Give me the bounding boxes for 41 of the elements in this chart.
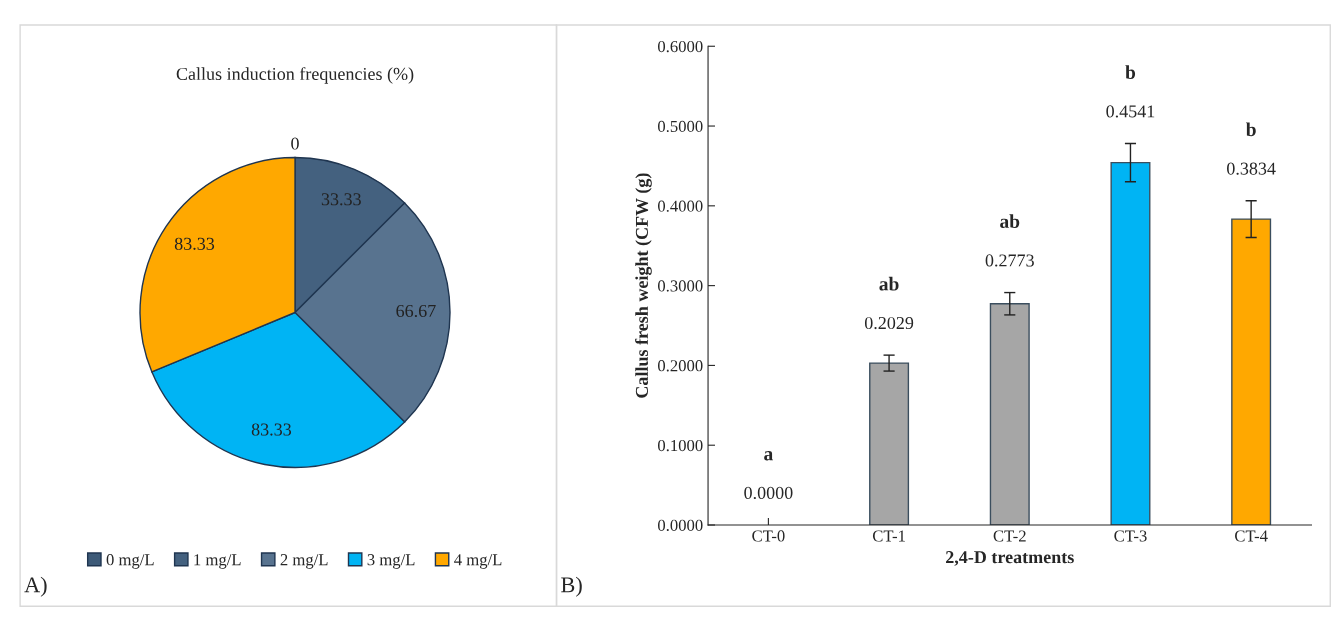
x-tick-label: CT-0 xyxy=(752,530,785,542)
data-label: 0.0000 xyxy=(744,486,793,500)
text: B) xyxy=(561,576,582,597)
x-tick-label: CT-2 xyxy=(993,530,1026,542)
y-tick-label: 0.6000 xyxy=(657,40,703,53)
y-axis-title: Callus fresh weight (CFW (g) xyxy=(635,173,652,398)
y-tick-label: 0.1000 xyxy=(657,439,703,452)
data-label: 0.3834 xyxy=(1227,162,1276,175)
data-label: 0.4541 xyxy=(1106,105,1155,118)
annotation: ab xyxy=(879,276,899,291)
data-label: 66.67 xyxy=(396,304,436,318)
data-label: 83.33 xyxy=(251,423,292,436)
data-label: 0.2029 xyxy=(864,316,914,330)
x-tick-label: CT-3 xyxy=(1114,530,1147,542)
y-tick-label: 0.3000 xyxy=(657,280,703,292)
legend-label: 3 mg/L xyxy=(367,554,415,569)
bar xyxy=(1231,218,1272,525)
annotation: b xyxy=(1125,65,1136,79)
y-tick-label: 0.5000 xyxy=(657,120,703,133)
legend-label: 1 mg/L xyxy=(194,554,241,569)
y-tick-label: 0.4000 xyxy=(657,200,703,212)
x-tick-label: CT-1 xyxy=(872,530,905,542)
y-tick-label: 0.2000 xyxy=(657,360,703,372)
legend-label: 4 mg/L xyxy=(454,554,502,569)
bar xyxy=(989,303,1030,525)
bar xyxy=(1110,161,1151,525)
annotation: a xyxy=(764,451,773,461)
x-axis-title: 2,4-D treatments xyxy=(946,551,1074,566)
y-tick-label: 0.0000 xyxy=(657,519,703,532)
legend-label: 0 mg/L xyxy=(106,554,154,569)
bar xyxy=(869,362,910,525)
data-label: 33.33 xyxy=(321,193,361,206)
data-label: 83.33 xyxy=(174,237,215,250)
legend-label: 2 mg/L xyxy=(280,554,328,569)
x-tick-label: CT-4 xyxy=(1235,530,1268,542)
data-label: 0.2773 xyxy=(985,254,1034,267)
chart-title: Callus induction frequencies (%) xyxy=(176,67,414,84)
annotation: b xyxy=(1245,122,1256,137)
annotation: ab xyxy=(1000,214,1020,228)
text: 0 xyxy=(291,137,299,150)
text: A) xyxy=(24,576,47,597)
